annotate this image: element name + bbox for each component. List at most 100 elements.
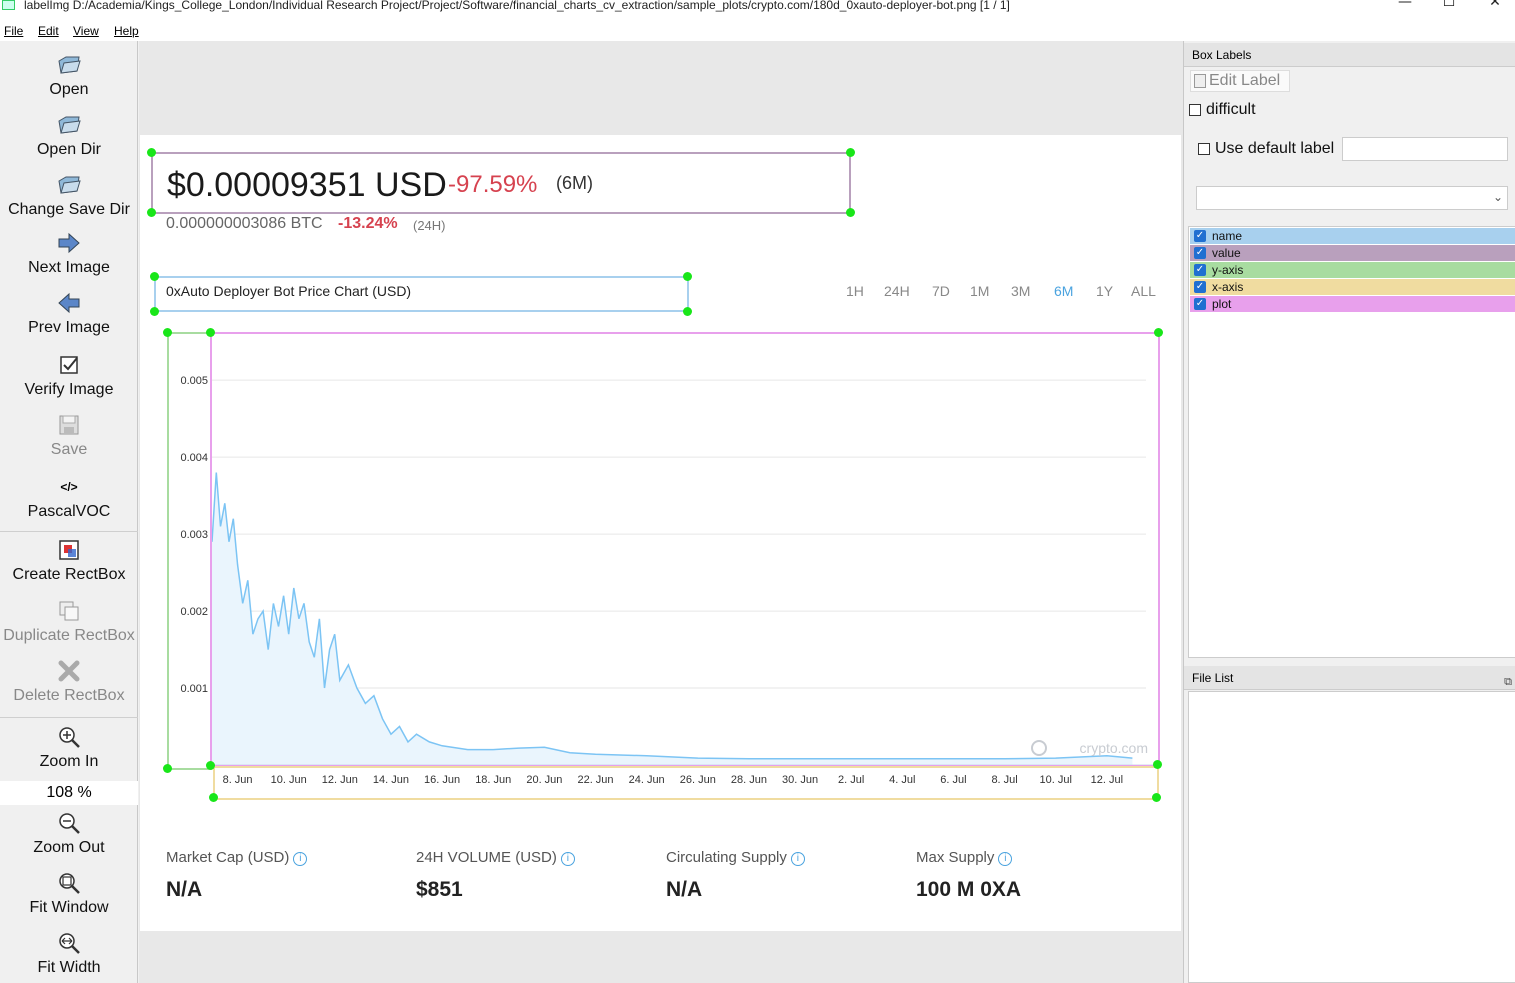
- bbox-handle[interactable]: [846, 208, 855, 217]
- menu-file[interactable]: File: [4, 24, 24, 38]
- floppy-disk-icon: [59, 415, 79, 435]
- close-button[interactable]: ✕: [1489, 0, 1501, 10]
- prev-image-label: Prev Image: [28, 319, 110, 336]
- fit-window-button[interactable]: Fit Window: [0, 871, 138, 917]
- range-all: ALL: [1131, 283, 1156, 299]
- folder-icon: [58, 116, 81, 134]
- info-icon: i: [998, 852, 1013, 866]
- bbox-handle[interactable]: [150, 272, 159, 281]
- label-list[interactable]: ✓ name ✓ value ✓ y-axis ✓ x-axis ✓ plot: [1188, 226, 1515, 658]
- value-bbox[interactable]: [151, 152, 851, 214]
- box-labels-title: Box Labels: [1184, 43, 1515, 67]
- verify-image-button[interactable]: Verify Image: [0, 353, 138, 399]
- bbox-handle[interactable]: [1153, 760, 1162, 769]
- x-tick-label: 18. Jun: [475, 774, 511, 786]
- default-label-input[interactable]: [1342, 137, 1508, 161]
- open-label: Open: [49, 81, 89, 98]
- screenshot-image: $0.00009351 USD -97.59% (6M) 0.000000003…: [140, 135, 1181, 931]
- zoom-level-spinbox[interactable]: 108 %: [0, 781, 138, 805]
- label-combobox[interactable]: ⌄: [1196, 186, 1508, 210]
- app-icon: [2, 0, 15, 10]
- label-item-name[interactable]: ✓ name: [1190, 228, 1515, 244]
- menu-view[interactable]: View: [73, 24, 99, 38]
- fit-width-label: Fit Width: [37, 959, 101, 976]
- range-1y: 1Y: [1096, 283, 1114, 299]
- volume-value: $851: [416, 878, 463, 901]
- menu-edit[interactable]: Edit: [38, 24, 59, 38]
- price-value: $0.00009351 USD: [167, 166, 447, 204]
- change-save-dir-button[interactable]: Change Save Dir: [0, 173, 138, 219]
- label-item-plot[interactable]: ✓ plot: [1190, 296, 1515, 312]
- zoom-in-label: Zoom In: [39, 753, 99, 770]
- label-checkbox[interactable]: ✓: [1194, 247, 1206, 259]
- bbox-handle[interactable]: [147, 148, 156, 157]
- bbox-handle[interactable]: [683, 307, 692, 316]
- file-list[interactable]: [1188, 691, 1515, 983]
- name-bbox[interactable]: [154, 276, 689, 312]
- info-icon: i: [560, 852, 575, 866]
- edit-label-button[interactable]: Edit Label: [1190, 70, 1290, 92]
- float-window-icon[interactable]: ⧉: [1504, 676, 1512, 688]
- use-default-label-label: Use default label: [1215, 140, 1335, 157]
- zoom-in-button[interactable]: Zoom In: [0, 725, 138, 771]
- use-default-label-checkbox[interactable]: [1198, 143, 1210, 155]
- x-tick-label: 6. Jul: [940, 774, 966, 786]
- toolbar: Open Open Dir Change Save Dir Next Image…: [0, 41, 138, 983]
- prev-image-button[interactable]: Prev Image: [0, 291, 138, 337]
- format-toggle-button[interactable]: </> PascalVOC: [0, 475, 138, 521]
- bbox-handle[interactable]: [147, 208, 156, 217]
- x-tick-label: 2. Jul: [838, 774, 864, 786]
- bbox-handle[interactable]: [209, 793, 218, 802]
- market-cap-label: Market Cap (USD) i: [166, 849, 308, 866]
- label-item-text: name: [1212, 229, 1243, 243]
- window-title: labelImg D:/Academia/Kings_College_Londo…: [24, 0, 1010, 12]
- label-item-text: y-axis: [1212, 263, 1244, 277]
- difficult-checkbox[interactable]: [1189, 104, 1201, 116]
- plot-bbox[interactable]: [210, 332, 1160, 767]
- duplicate-rectbox-button[interactable]: Duplicate RectBox: [0, 599, 138, 645]
- image-canvas[interactable]: $0.00009351 USD -97.59% (6M) 0.000000003…: [139, 41, 1183, 983]
- x-tick-label: 12. Jun: [322, 774, 358, 786]
- open-button[interactable]: Open: [0, 53, 138, 99]
- bbox-handle[interactable]: [150, 307, 159, 316]
- label-item-text: value: [1212, 246, 1241, 260]
- menu-help[interactable]: Help: [114, 24, 139, 38]
- bbox-handle[interactable]: [846, 148, 855, 157]
- bbox-handle[interactable]: [683, 272, 692, 281]
- delete-rectbox-button[interactable]: Delete RectBox: [0, 659, 138, 705]
- bbox-handle[interactable]: [206, 328, 215, 337]
- max-supply-label: Max Supply i: [916, 849, 1013, 866]
- fit-width-button[interactable]: Fit Width: [0, 931, 138, 977]
- bbox-handle[interactable]: [206, 761, 215, 770]
- save-button[interactable]: Save: [0, 413, 138, 459]
- y-axis-bbox[interactable]: [167, 332, 212, 770]
- label-checkbox[interactable]: ✓: [1194, 264, 1206, 276]
- btc-period: (24H): [413, 218, 446, 233]
- next-image-label: Next Image: [28, 259, 110, 276]
- btc-price: 0.000000003086 BTC: [166, 215, 323, 232]
- label-checkbox[interactable]: ✓: [1194, 281, 1206, 293]
- rectbox-create-icon: [59, 540, 79, 560]
- bbox-handle[interactable]: [163, 328, 172, 337]
- btc-change: -13.24%: [338, 215, 398, 232]
- range-7d: 7D: [932, 283, 950, 299]
- label-checkbox[interactable]: ✓: [1194, 298, 1206, 310]
- market-cap-value: N/A: [166, 878, 203, 901]
- open-dir-button[interactable]: Open Dir: [0, 113, 138, 159]
- bbox-handle[interactable]: [1154, 328, 1163, 337]
- zoom-out-button[interactable]: Zoom Out: [0, 811, 138, 857]
- code-icon: </>: [60, 480, 78, 494]
- label-item-x-axis[interactable]: ✓ x-axis: [1190, 279, 1515, 295]
- minimize-button[interactable]: —: [1398, 0, 1412, 10]
- x-axis-bbox[interactable]: [213, 766, 1159, 800]
- bbox-handle[interactable]: [163, 764, 172, 773]
- create-rectbox-button[interactable]: Create RectBox: [0, 538, 138, 584]
- label-item-y-axis[interactable]: ✓ y-axis: [1190, 262, 1515, 278]
- label-checkbox[interactable]: ✓: [1194, 230, 1206, 242]
- verify-image-label: Verify Image: [24, 381, 114, 398]
- maximize-button[interactable]: ☐: [1442, 0, 1456, 10]
- label-item-value[interactable]: ✓ value: [1190, 245, 1515, 261]
- next-image-button[interactable]: Next Image: [0, 231, 138, 277]
- bbox-handle[interactable]: [1152, 793, 1161, 802]
- range-24h: 24H: [884, 283, 910, 299]
